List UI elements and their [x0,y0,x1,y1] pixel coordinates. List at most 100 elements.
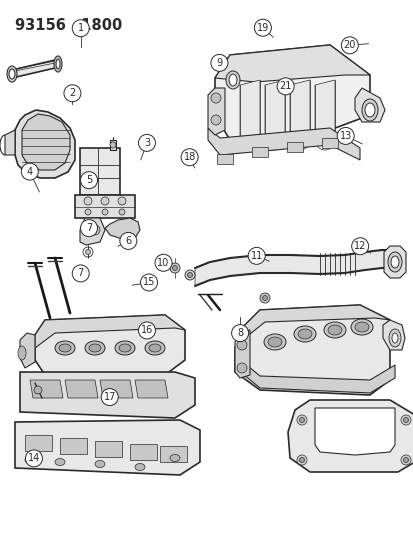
Ellipse shape [25,456,35,464]
Polygon shape [382,320,404,350]
Ellipse shape [293,326,315,342]
Ellipse shape [327,325,341,335]
Text: 14: 14 [28,454,40,463]
Polygon shape [20,372,195,418]
Text: 13: 13 [339,131,351,141]
Polygon shape [35,315,185,375]
Ellipse shape [115,341,135,355]
Polygon shape [35,315,185,348]
Circle shape [299,417,304,423]
Circle shape [187,272,192,278]
Text: 2: 2 [69,88,76,98]
Polygon shape [60,438,87,454]
Polygon shape [314,408,394,455]
Circle shape [185,270,195,280]
Circle shape [110,142,116,148]
Ellipse shape [391,333,397,343]
Text: 8: 8 [237,328,242,338]
Ellipse shape [361,99,377,121]
Circle shape [400,415,410,425]
Circle shape [85,209,91,215]
Polygon shape [321,138,337,148]
Polygon shape [195,250,394,286]
Circle shape [262,295,267,301]
Circle shape [231,325,248,342]
Polygon shape [130,444,157,460]
Polygon shape [105,218,140,240]
Ellipse shape [9,69,15,79]
Ellipse shape [55,458,65,465]
Ellipse shape [55,341,75,355]
Text: 7: 7 [77,269,84,278]
Polygon shape [354,88,384,122]
Circle shape [101,197,109,205]
Ellipse shape [85,341,105,355]
Polygon shape [135,380,168,398]
Polygon shape [25,435,52,451]
Polygon shape [237,358,394,393]
Polygon shape [264,80,284,140]
Circle shape [64,85,81,102]
Circle shape [101,389,118,406]
Polygon shape [80,148,120,195]
Circle shape [296,455,306,465]
Polygon shape [9,60,58,78]
Ellipse shape [323,322,345,338]
Circle shape [138,322,155,339]
Polygon shape [207,128,359,160]
Ellipse shape [135,464,145,471]
Polygon shape [252,147,267,157]
Circle shape [296,415,306,425]
Polygon shape [289,80,309,140]
Ellipse shape [364,103,374,117]
Circle shape [140,274,157,291]
Ellipse shape [18,346,26,360]
Text: 93156   1800: 93156 1800 [15,18,122,33]
Polygon shape [110,140,116,150]
Text: 3: 3 [144,138,150,148]
Ellipse shape [149,344,161,352]
Polygon shape [65,380,98,398]
Ellipse shape [89,344,101,352]
Ellipse shape [387,252,401,272]
Ellipse shape [59,344,71,352]
Circle shape [72,20,89,37]
Polygon shape [286,142,302,152]
Ellipse shape [225,71,240,89]
Circle shape [276,78,294,95]
Polygon shape [214,45,369,140]
Ellipse shape [388,329,400,347]
Circle shape [172,265,177,271]
Ellipse shape [350,319,372,335]
Text: 9: 9 [216,58,222,68]
Circle shape [400,455,410,465]
Polygon shape [207,88,224,135]
Ellipse shape [228,74,236,86]
Polygon shape [22,114,70,170]
Text: 6: 6 [125,236,131,246]
Circle shape [119,232,137,249]
Circle shape [102,209,108,215]
Text: 12: 12 [353,241,366,251]
Circle shape [210,54,228,71]
Circle shape [118,197,126,205]
Polygon shape [159,446,187,462]
Circle shape [84,197,92,205]
Text: 18: 18 [183,152,195,162]
Circle shape [236,363,247,373]
Circle shape [170,263,180,273]
Text: 7: 7 [85,223,92,233]
Circle shape [211,115,221,125]
Text: 10: 10 [157,258,169,268]
Text: 20: 20 [343,41,355,50]
Ellipse shape [267,337,281,347]
Ellipse shape [145,341,165,355]
Polygon shape [240,305,389,338]
Text: 1: 1 [78,23,83,33]
Polygon shape [314,80,334,140]
Ellipse shape [390,256,398,268]
Polygon shape [5,130,15,155]
Text: 19: 19 [256,23,268,33]
Ellipse shape [263,334,285,350]
Polygon shape [100,380,133,398]
